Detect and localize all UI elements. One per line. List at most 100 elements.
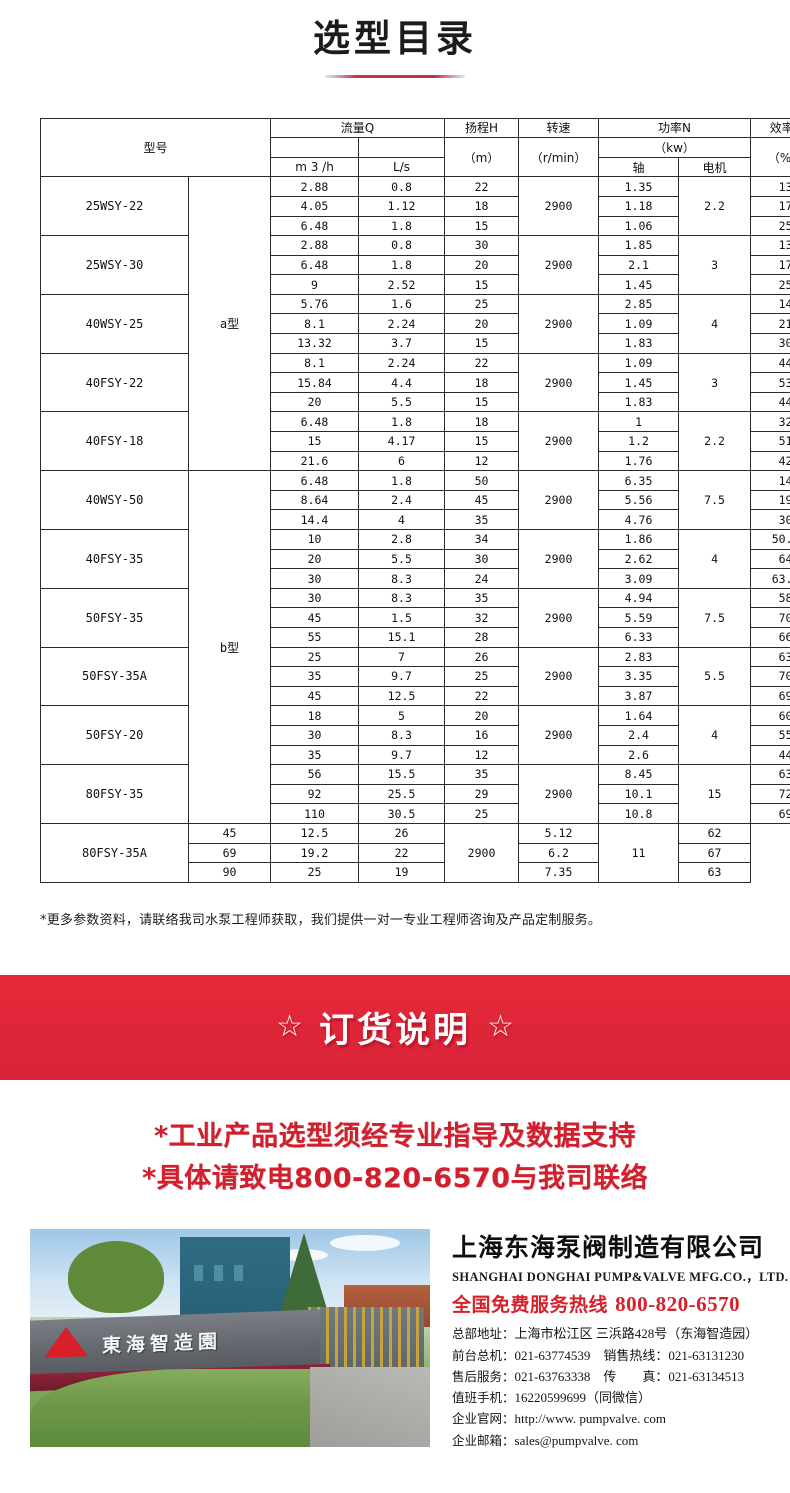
hotline-number: 800-820-6570 — [615, 1292, 741, 1317]
cell-power-motor: 4 — [678, 705, 752, 766]
cell-flow-ls: 6 — [358, 450, 446, 472]
cell-power-shaft: 1.2 — [598, 431, 680, 452]
cell-model: 40FSY-35 — [40, 529, 189, 589]
cell-efficiency: 64 — [750, 548, 790, 570]
table-row: 40WSY-25 5.76 1.6 25 2900 2.85 4 14 — [40, 293, 790, 354]
donghai-logo-icon — [44, 1323, 88, 1359]
cell-power-shaft: 1.09 — [598, 313, 680, 335]
cell-head: 15 — [444, 333, 520, 354]
cell-model: 50FSY-20 — [40, 705, 189, 766]
cell-head: 50 — [444, 470, 520, 491]
photo-gate — [308, 1307, 424, 1370]
header-flow: 流量Q — [270, 117, 446, 139]
cell-power-shaft: 6.35 — [598, 470, 680, 491]
cell-power-motor: 3 — [678, 352, 752, 413]
cell-power-motor: 3 — [678, 235, 752, 295]
cell-efficiency: 67 — [678, 842, 752, 864]
page-title-block: 选型目录 — [0, 0, 790, 78]
table-row: 8.1 2.24 20 1.09 21 — [41, 313, 790, 335]
spec-table-body: 25WSY-22 a型 2.88 0.8 22 2900 1.35 2.2 13 4.05 1.12… — [40, 176, 790, 883]
cell-flow-ls: 2.4 — [358, 489, 446, 511]
cell-power-shaft: 4.94 — [598, 587, 680, 609]
cell-efficiency: 70 — [750, 666, 790, 687]
cell-flow-ls: 5.5 — [358, 391, 446, 413]
header-efficiency: 效率n — [750, 117, 790, 139]
cell-flow-ls: 8.3 — [358, 568, 446, 589]
cell-flow-ls: 2.24 — [358, 352, 446, 374]
footnote: *更多参数资料，请联络我司水泵工程师获取，我们提供一对一专业工程师咨询及产品定制… — [40, 912, 602, 928]
cell-head: 24 — [444, 568, 520, 589]
star-left-icon: ☆ — [276, 1010, 303, 1044]
cell-efficiency: 42 — [750, 450, 790, 472]
cell-head: 16 — [444, 724, 520, 746]
cell-speed: 2900 — [518, 646, 600, 707]
header-power-shaft: 轴 — [598, 156, 680, 178]
cell-speed: 2900 — [518, 235, 600, 295]
table-row: 15.84 4.4 18 1.45 53 — [41, 372, 790, 393]
company-info: 上海东海泵阀制造有限公司 SHANGHAI DONGHAI PUMP&VALVE… — [452, 1229, 790, 1451]
cell-speed: 2900 — [518, 470, 600, 531]
company-contact-line: 企业邮箱：sales@pumpvalve. com — [452, 1430, 790, 1451]
cell-flow-ls: 25 — [270, 862, 360, 883]
cell-head: 25 — [444, 293, 520, 315]
table-row: 50FSY-35 30 8.3 35 2900 4.94 7.5 58 — [40, 587, 790, 648]
contact-label: 值班手机： — [452, 1390, 515, 1406]
cell-head: 18 — [444, 372, 520, 393]
cell-model: 50FSY-35 — [40, 587, 189, 648]
table-row: 25WSY-30 2.88 0.8 30 2900 1.85 3 13 — [40, 235, 790, 295]
header-speed: 转速 — [518, 117, 600, 139]
cell-power-shaft: 3.09 — [598, 568, 680, 589]
cell-power-shaft: 1.64 — [598, 705, 680, 726]
table-row: 40FSY-18 6.48 1.8 18 2900 1 2.2 32 — [40, 411, 790, 472]
cell-efficiency: 55 — [750, 724, 790, 746]
cell-head: 15 — [444, 431, 520, 452]
cell-head: 18 — [444, 411, 520, 433]
cell-power-shaft: 2.4 — [598, 724, 680, 746]
cell-flow-ls: 9.7 — [358, 744, 446, 766]
cell-efficiency: 44 — [750, 744, 790, 766]
cell-efficiency: 63 — [750, 764, 790, 785]
contact-value: http://www. pumpvalve. com — [514, 1411, 667, 1427]
cell-flow-ls: 5 — [358, 705, 446, 726]
cell-speed: 2900 — [518, 352, 600, 413]
cell-power-motor: 7.5 — [678, 470, 752, 531]
cell-power-motor: 2.2 — [678, 176, 752, 237]
company-contact-line: 售后服务：021-63763338 传 真：021-63134513 — [452, 1366, 790, 1387]
table-row: 14.4 4 35 4.76 30 — [41, 509, 790, 531]
cell-power-shaft: 1 — [598, 411, 680, 433]
cell-power-shaft: 7.35 — [518, 862, 600, 883]
cell-head: 22 — [444, 685, 520, 707]
cell-power-motor: 15 — [678, 764, 752, 824]
cell-flow-m3h: 110 — [270, 803, 360, 824]
cell-power-shaft: 6.33 — [598, 626, 680, 648]
cell-efficiency: 44 — [750, 391, 790, 413]
cell-flow-ls: 15.5 — [358, 764, 446, 785]
table-row: 35 9.7 25 3.35 70 — [41, 666, 790, 687]
cell-power-shaft: 1.76 — [598, 450, 680, 472]
cell-efficiency: 19 — [750, 489, 790, 511]
cell-power-motor: 4 — [678, 529, 752, 589]
cell-head: 15 — [444, 391, 520, 413]
table-row: 8.64 2.4 45 5.56 19 — [41, 489, 790, 511]
header-power-unit: （kw） — [598, 137, 752, 158]
cell-power-shaft: 1.09 — [598, 352, 680, 374]
table-row: 13.32 3.7 15 1.83 30 — [41, 333, 790, 354]
cell-head: 20 — [444, 705, 520, 726]
cell-flow-m3h: 30 — [270, 568, 360, 589]
cell-head: 15 — [444, 215, 520, 237]
cell-flow-m3h: 9 — [270, 274, 360, 295]
cell-efficiency: 25 — [750, 215, 790, 237]
cell-power-shaft: 10.8 — [598, 803, 680, 824]
table-row: 40WSY-50 b型 6.48 1.8 50 2900 6.35 7.5 14 — [40, 470, 790, 824]
cell-flow-m3h: 8.1 — [270, 313, 360, 335]
cell-power-shaft: 2.62 — [598, 548, 680, 570]
cell-power-shaft: 2.85 — [598, 293, 680, 315]
cell-efficiency: 63.5 — [750, 568, 790, 589]
table-row: 6.48 1.8 20 2.1 17 — [41, 254, 790, 276]
notice-block: *工业产品选型须经专业指导及数据支持 *具体请致电800-820-6570与我司… — [0, 1116, 790, 1200]
cell-flow-m3h: 30 — [270, 587, 360, 609]
cell-flow-ls: 4 — [358, 509, 446, 531]
cell-flow-ls: 12.5 — [270, 822, 360, 844]
cell-efficiency: 13 — [750, 176, 790, 197]
